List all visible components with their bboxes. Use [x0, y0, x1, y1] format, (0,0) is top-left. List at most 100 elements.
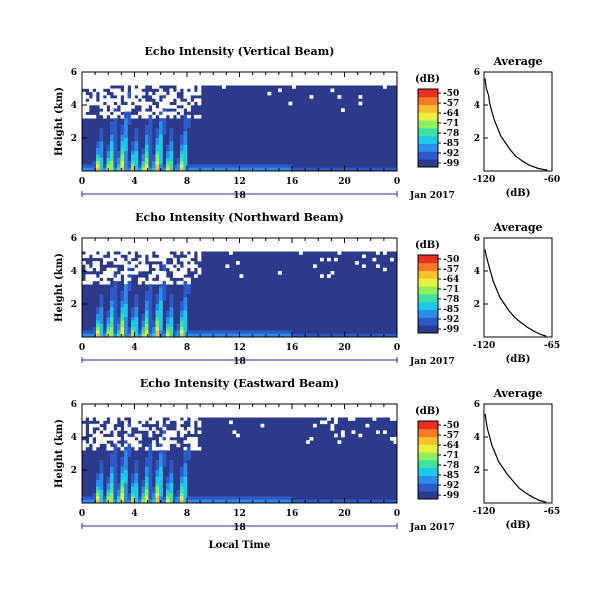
y-tick-label: 4 [71, 433, 77, 443]
x-tick-label: 4 [131, 509, 137, 519]
colorbar-swatch [418, 262, 438, 271]
colorbar-swatch [418, 317, 438, 326]
colorbar-tick-label: -78 [443, 295, 459, 305]
average-x-tick-label: -120 [473, 175, 496, 185]
x-tick-label: 8 [184, 177, 190, 187]
colorbar-unit: (dB) [415, 74, 440, 85]
x-tick-label: 20 [338, 509, 351, 519]
x-tick-label: 20 [338, 343, 351, 353]
colorbar: (dB)-50-57-64-71-78-85-92-99 [415, 74, 459, 169]
y-tick-label: 6 [71, 234, 77, 244]
colorbar-swatch [418, 96, 438, 105]
panel-2: Echo Intensity (Northward Beam)0 4 8 12 16 20… [54, 211, 560, 367]
x-tick-label: 16 [286, 343, 299, 353]
heatmap [82, 238, 398, 338]
colorbar-swatch [418, 309, 438, 318]
chart-title: Echo Intensity (Northward Beam) [135, 211, 344, 224]
colorbar-swatch [418, 151, 438, 160]
colorbar-tick-label: -99 [443, 325, 459, 335]
colorbar-swatch [418, 270, 438, 279]
average-profile: Average 6 4 2 -120 -60 (dB) [473, 55, 560, 199]
colorbar-tick-label: -85 [443, 471, 459, 481]
panel-1: Echo Intensity (Vertical Beam) 0 4 8 12 16 20 0… [54, 45, 560, 201]
average-x-tick-label: -120 [473, 507, 496, 517]
colorbar-swatch [418, 128, 438, 137]
colorbar-tick-label: -99 [443, 491, 459, 501]
colorbar-swatch [418, 278, 438, 287]
panel-3: Echo Intensity (Eastward Beam) 0 4 8 12 16 20 0… [54, 377, 560, 533]
average-x-tick-label: -65 [544, 341, 560, 351]
x-tick-label: 0 [79, 509, 85, 519]
y-axis-label: Height (km) [54, 419, 65, 488]
colorbar-tick-label: -92 [443, 149, 459, 159]
colorbar-swatch [418, 483, 438, 492]
average-y-tick-label: 4 [474, 101, 480, 111]
x-axis-label: Local Time [209, 540, 271, 551]
x-tick-label: 4 [131, 343, 137, 353]
colorbar-tick-label: -92 [443, 481, 459, 491]
colorbar: (dB)-50-57-64-71-78-85-92-99 [415, 240, 459, 335]
colorbar-swatch [418, 294, 438, 303]
average-y-tick-label: 4 [474, 433, 480, 443]
average-line [484, 249, 547, 337]
colorbar-swatch [418, 428, 438, 437]
chart-title: Echo Intensity (Eastward Beam) [140, 377, 339, 390]
colorbar-swatch [418, 421, 438, 430]
average-title: Average [492, 55, 542, 68]
colorbar-tick-label: -92 [443, 315, 459, 325]
average-y-tick-label: 4 [474, 267, 480, 277]
colorbar-swatch [418, 444, 438, 453]
average-profile: Average 6 4 2 -120 -65 (dB) [473, 387, 560, 531]
y-tick-label: 6 [71, 400, 77, 410]
colorbar-tick-label: -64 [443, 109, 459, 119]
colorbar-tick-label: -57 [443, 431, 459, 441]
colorbar-tick-label: -71 [443, 119, 459, 129]
average-y-tick-label: 2 [474, 466, 480, 476]
heatmap [82, 404, 398, 504]
average-x-axis-label: (dB) [506, 520, 531, 531]
x-tick-label: 8 [184, 343, 190, 353]
average-x-tick-label: -65 [544, 507, 560, 517]
x-tick-label: 8 [184, 509, 190, 519]
colorbar-swatch [418, 255, 438, 264]
x-tick-label: 4 [131, 177, 137, 187]
colorbar-swatch [418, 491, 438, 500]
colorbar-swatch [418, 120, 438, 129]
colorbar-tick-label: -78 [443, 129, 459, 139]
colorbar-unit: (dB) [415, 240, 440, 251]
average-profile: Average 6 4 2 -120 -65 (dB) [473, 221, 560, 365]
date-label: Jan 2017 [409, 191, 455, 201]
x-tick-label: 0 [79, 177, 85, 187]
average-y-tick-label: 6 [474, 400, 480, 410]
colorbar-tick-label: -57 [443, 265, 459, 275]
average-y-tick-label: 2 [474, 134, 480, 144]
colorbar-tick-label: -50 [443, 89, 459, 99]
y-tick-label: 2 [71, 466, 77, 476]
colorbar-swatch [418, 475, 438, 484]
colorbar-swatch [418, 112, 438, 121]
x-tick-label: 12 [233, 509, 246, 519]
x-tick-label: 0 [79, 343, 85, 353]
average-title: Average [492, 387, 542, 400]
colorbar-tick-label: -57 [443, 99, 459, 109]
x-tick-label: 0 [394, 177, 400, 187]
day-label: 18 [233, 523, 246, 533]
colorbar-tick-label: -78 [443, 461, 459, 471]
x-tick-label: 16 [286, 177, 299, 187]
average-x-axis-label: (dB) [506, 354, 531, 365]
date-label: Jan 2017 [409, 523, 455, 533]
colorbar-swatch [418, 159, 438, 168]
x-tick-label: 0 [394, 509, 400, 519]
colorbar-swatch [418, 89, 438, 98]
x-tick-label: 0 [394, 343, 400, 353]
average-x-tick-label: -60 [544, 175, 560, 185]
colorbar-tick-label: -85 [443, 139, 459, 149]
average-y-tick-label: 6 [474, 68, 480, 78]
average-y-tick-label: 2 [474, 300, 480, 310]
colorbar-tick-label: -64 [443, 275, 459, 285]
x-tick-label: 20 [338, 177, 351, 187]
average-title: Average [492, 221, 542, 234]
y-tick-label: 2 [71, 300, 77, 310]
x-tick-label: 16 [286, 509, 299, 519]
